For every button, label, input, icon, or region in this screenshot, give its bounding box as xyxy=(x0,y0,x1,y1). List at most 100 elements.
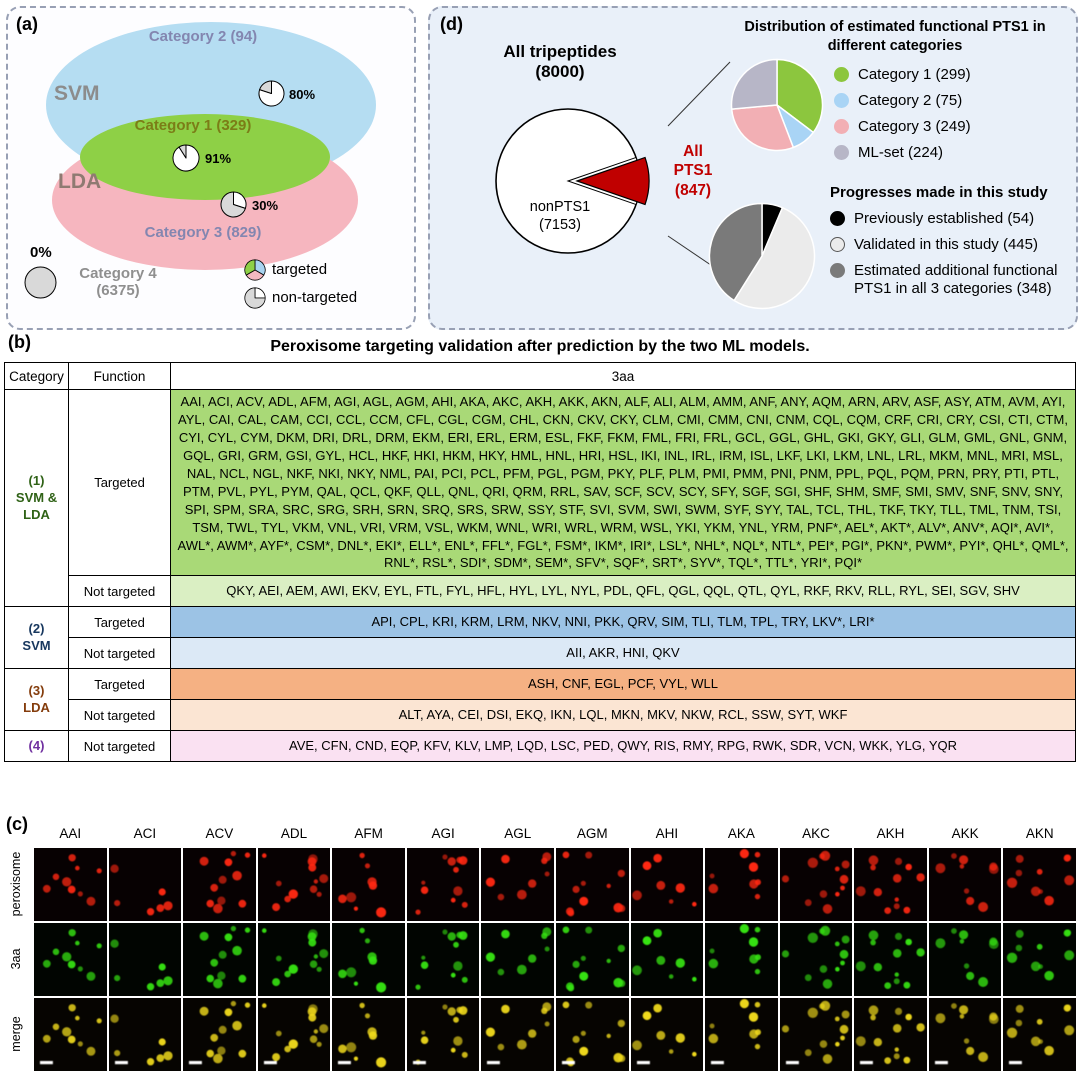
nonpts1-count: (7153) xyxy=(539,217,581,234)
micro-col-label: AFM xyxy=(354,826,383,841)
panel-d-label: (d) xyxy=(440,14,463,34)
micro-grid xyxy=(34,848,1076,1071)
micro-cell xyxy=(481,848,554,921)
function-cell: Not targeted xyxy=(68,730,171,763)
micro-cell xyxy=(406,923,480,996)
micro-col-label: AAI xyxy=(59,826,82,841)
micro-cell xyxy=(108,923,182,996)
legend-item-estimated-additional: Estimated additional functional PTS1 in … xyxy=(830,262,1070,298)
distribution-legend: Category 1 (299) Category 2 (75) Categor… xyxy=(834,66,1064,170)
micro-cell xyxy=(854,848,927,921)
all-pts1-count: (847) xyxy=(674,181,712,199)
micro-col-label: AGI xyxy=(431,826,455,841)
distribution-title: Distribution of estimated functional PTS… xyxy=(744,19,1046,54)
legend-label: ML-set (224) xyxy=(858,144,944,161)
legend-label: Previously established (54) xyxy=(854,210,1035,227)
panel-c-label: (c) xyxy=(6,814,28,834)
micro-col-label: AGL xyxy=(504,826,532,841)
category-cell-4: (4) xyxy=(4,730,69,763)
category3-label: Category 3 (829) xyxy=(144,224,262,241)
micro-cell xyxy=(1003,998,1076,1071)
micro-cell xyxy=(257,998,331,1071)
micro-cell xyxy=(555,998,629,1071)
all-pts1-label: All PTS1 (847) xyxy=(652,142,734,200)
micro-col-label: AGM xyxy=(576,826,608,841)
ml-set-swatch xyxy=(834,145,849,160)
micro-cell xyxy=(257,848,331,921)
micro-cell xyxy=(1003,848,1076,921)
distribution-pie xyxy=(730,58,824,152)
micro-cell xyxy=(705,923,778,996)
micro-cell xyxy=(34,998,107,1071)
row-label-peroxisome: peroxisome xyxy=(9,851,23,917)
category-cell-svm: (2) SVM xyxy=(4,606,69,670)
col-header-category: Category xyxy=(4,362,69,390)
progress-legend: Previously established (54) Validated in… xyxy=(830,210,1070,306)
tripeptide-list: QKY, AEI, AEM, AWI, EKV, EYL, FTL, FYL, … xyxy=(170,575,1076,608)
tripeptide-list: AAI, ACI, ACV, ADL, AFM, AGI, AGL, AGM, … xyxy=(170,388,1076,577)
micro-cell xyxy=(779,923,853,996)
function-cell: Not targeted xyxy=(68,637,171,670)
category1-percent: 91% xyxy=(205,151,232,166)
svm-label: SVM xyxy=(54,82,100,105)
tripeptide-list: AII, AKR, HNI, QKV xyxy=(170,637,1076,670)
all-pts1-line2: PTS1 xyxy=(673,162,713,180)
legend-label: Category 1 (299) xyxy=(858,66,971,83)
col-header-function: Function xyxy=(68,362,171,390)
all-pts1-line1: All xyxy=(683,143,703,160)
legend-item-category3: Category 3 (249) xyxy=(834,118,1064,136)
table-row-lda-targeted: (3) LDA Targeted ASH, CNF, EGL, PCF, VYL… xyxy=(4,668,1076,732)
micro-cell xyxy=(705,848,778,921)
estimated-additional-swatch xyxy=(830,263,845,278)
legend-label: Estimated additional functional PTS1 in … xyxy=(854,262,1058,297)
micro-cell xyxy=(406,848,480,921)
micro-cell xyxy=(779,848,853,921)
table-row-svm-targeted: (2) SVM Targeted API, CPL, KRI, KRM, LRM… xyxy=(4,606,1076,670)
micro-col-label: AKH xyxy=(876,826,905,841)
category3-swatch xyxy=(834,119,849,134)
micro-cell xyxy=(555,848,629,921)
panel-b-label: (b) xyxy=(8,332,31,352)
col-header-3aa: 3aa xyxy=(170,362,1076,390)
micro-cell xyxy=(108,998,182,1071)
all-tripeptides-title-line1: All tripeptides xyxy=(503,42,617,61)
legend-item-category1: Category 1 (299) xyxy=(834,66,1064,84)
lda-label: LDA xyxy=(58,170,102,193)
micro-header-row: AAI ACI ACV ADL AFM AGI AGL AGM AHI AKA AKC AKH AKK A… xyxy=(34,826,1076,841)
legend-item-ml-set: ML-set (224) xyxy=(834,144,1064,162)
category2-percent: 80% xyxy=(289,87,316,102)
function-cell: Not targeted xyxy=(68,575,171,608)
all-tripeptides-count: (8000) xyxy=(535,62,585,81)
category-cell-svm-lda: (1) SVM & LDA xyxy=(4,388,69,608)
micro-cell xyxy=(332,848,405,921)
category1-label: Category 1 (329) xyxy=(134,117,252,134)
nonpts1-label: nonPTS1 (7153) xyxy=(500,198,620,234)
micro-cell xyxy=(183,848,256,921)
micro-cell xyxy=(1003,923,1076,996)
micro-col-label: AKN xyxy=(1025,826,1054,841)
micro-cell xyxy=(779,998,853,1071)
legend-item-category2: Category 2 (75) xyxy=(834,92,1064,110)
category4-percent: 0% xyxy=(30,244,52,261)
function-cell: Targeted xyxy=(68,668,171,701)
non-targeted-legend-label: non-targeted xyxy=(272,289,358,306)
progress-pie xyxy=(708,202,816,310)
micro-cell xyxy=(406,998,480,1071)
micro-cell xyxy=(34,848,107,921)
category4-label-line2: (6375) xyxy=(96,282,140,299)
category4-label-line1: Category 4 xyxy=(79,265,157,282)
tripeptide-list: API, CPL, KRI, KRM, LRM, NKV, NNI, PKK, … xyxy=(170,606,1076,639)
micro-cell xyxy=(183,998,256,1071)
category3-percent: 30% xyxy=(252,198,279,213)
row-label-merge: merge xyxy=(9,1016,23,1052)
micro-cell xyxy=(630,998,704,1071)
legend-item-validated: Validated in this study (445) xyxy=(830,236,1070,254)
table-row-svm-lda-targeted: (1) SVM & LDA Targeted AAI, ACI, ACV, AD… xyxy=(4,388,1076,608)
table-title: Peroxisome targeting validation after pr… xyxy=(270,338,810,355)
validation-table: Category Function 3aa (1) SVM & LDA Targ… xyxy=(4,362,1076,763)
table-header-row: Category Function 3aa xyxy=(4,362,1076,390)
targeted-legend-icon xyxy=(244,259,266,281)
micro-col-label: AKK xyxy=(951,826,979,841)
micro-cell xyxy=(928,848,1002,921)
legend-item-previously-established: Previously established (54) xyxy=(830,210,1070,228)
